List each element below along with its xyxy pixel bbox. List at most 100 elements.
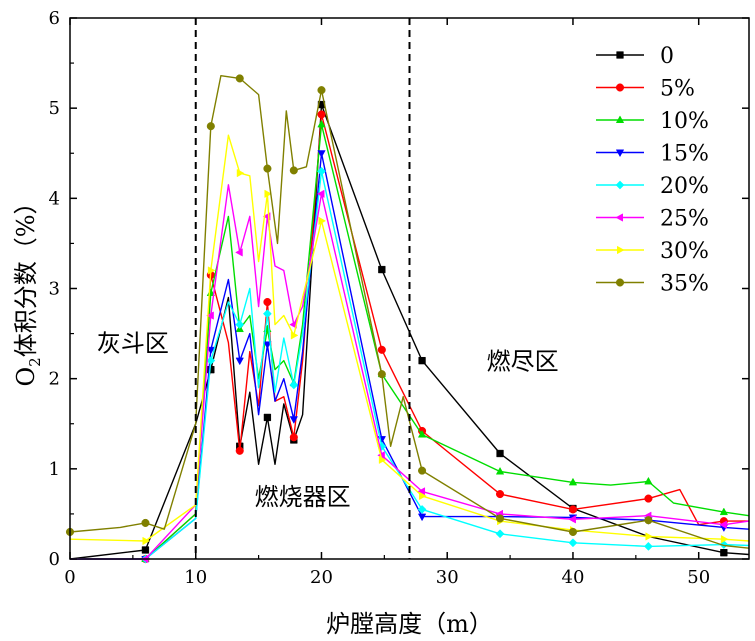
legend-marker [615,213,623,222]
data-point [235,74,244,83]
legend-label: 35% [660,272,709,297]
data-point [495,466,505,475]
data-point [644,494,653,503]
legend-label: 20% [660,174,709,199]
data-point [235,357,244,366]
region-label-1: 燃烧器区 [255,483,351,511]
legend-item-0: 0 [596,44,674,69]
data-series [65,74,750,564]
legend-label: 10% [660,109,709,134]
legend-item-4: 20% [596,174,709,199]
legend-label: 30% [660,239,709,264]
data-point [720,535,729,544]
data-point [495,514,505,523]
legend-item-1: 5% [596,77,695,102]
data-point [235,320,245,330]
data-point [418,466,427,475]
data-point [141,546,150,554]
data-point [289,380,299,390]
legend-item-5: 25% [596,207,709,232]
legend-item-6: 30% [596,239,709,264]
data-point [263,297,272,307]
data-point [719,507,729,516]
data-point [236,168,245,178]
data-point [318,216,327,226]
region-label-0: 灰斗区 [97,330,169,358]
data-point [377,345,386,354]
region-divider-lines [194,18,411,559]
data-point [317,150,326,158]
data-point [317,119,326,128]
x-tick-label: 50 [687,567,710,588]
legend-marker [615,149,625,158]
data-point [417,504,427,514]
data-point [207,266,216,275]
data-point [568,477,578,486]
data-point [289,416,298,424]
data-point [417,429,427,438]
region-label-2: 燃尽区 [487,348,559,376]
x-tick-label: 30 [436,567,459,588]
data-point [263,413,272,422]
legend-item-3: 15% [596,142,709,167]
data-point [289,433,298,442]
data-point [206,356,216,366]
y-tick-label: 4 [49,188,60,209]
x-tick-label: 10 [184,567,207,588]
y-tick-label: 5 [49,98,60,119]
data-point [643,541,653,551]
y-axis-title-sub: 2 [26,357,44,367]
y-tick-label: 3 [49,279,60,300]
data-point [568,538,578,548]
data-point [141,518,150,527]
data-point [568,505,578,514]
legend-marker [616,51,624,59]
data-point [235,248,243,257]
data-point [206,311,214,320]
data-point [263,341,272,350]
legend-item-7: 35% [596,272,709,297]
data-point [417,513,427,522]
y-axis-title-main: O [12,367,40,387]
data-point [317,86,326,95]
data-point [568,527,578,537]
y-tick-label: 2 [49,369,60,390]
data-point [720,549,728,557]
legend-marker [615,180,625,190]
data-point [289,166,298,175]
y-tick-label: 6 [49,8,60,29]
data-point [142,536,151,546]
data-point [264,189,273,198]
data-point [206,346,215,355]
series-line-7 [69,74,750,549]
x-axis-title: 炉膛高度（m） [326,610,493,638]
legend-marker [617,245,625,255]
data-point [377,370,386,379]
data-point [317,166,326,176]
data-point [262,309,272,319]
data-point [317,110,326,119]
data-point [419,491,427,501]
series-7 [65,74,750,549]
data-point [495,529,505,539]
y-axis-title: O2体积分数（%） [12,190,44,386]
data-point [644,476,653,485]
y-tick-label: 0 [49,549,60,570]
legend-label: 15% [660,142,709,167]
x-tick-label: 0 [64,567,75,588]
data-point [418,356,426,365]
data-point [316,189,325,198]
legend-label: 5% [660,77,695,102]
legend-item-2: 10% [596,109,709,134]
data-point [263,164,272,173]
data-point [235,446,244,455]
series-line-5 [70,184,750,560]
legend: 0 5% 10% 15% 20% 25% 30% 35% [596,44,709,297]
data-point [719,520,727,529]
legend-marker [615,115,625,123]
y-tick-label: 1 [49,459,60,480]
